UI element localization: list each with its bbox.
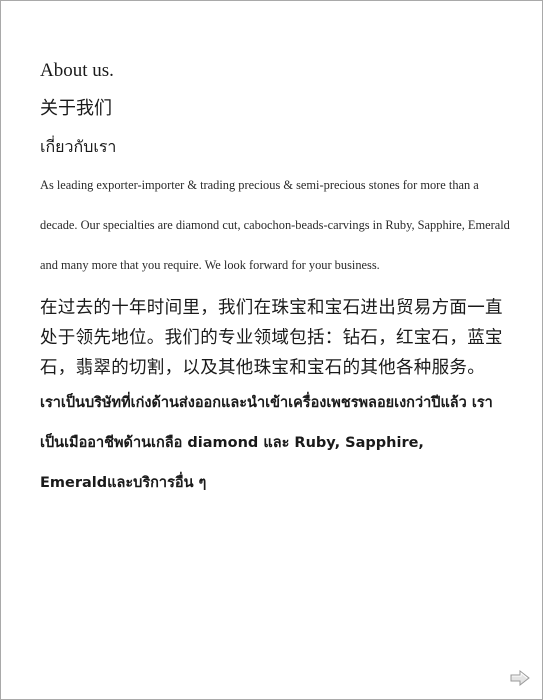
about-paragraph-chinese: 在过去的十年时间里，我们在珠宝和宝石进出贸易方面一直处于领先地位。我们的专业领域… (40, 298, 503, 378)
page-title-english: About us. (40, 60, 114, 81)
next-arrow-icon[interactable] (510, 669, 530, 687)
next-arrow-icon-graphic (510, 669, 530, 687)
about-paragraph-thai: เราเป็นบริษัทที่เก่งด้านส่งออกและนำเข้าเ… (40, 395, 493, 491)
page-title-thai: เกี่ยวกับเรา (40, 137, 117, 156)
about-section: About us. 关于我们 เกี่ยวกับเรา As leading e… (40, 57, 510, 503)
about-paragraph-english: As leading exporter-importer & trading p… (40, 178, 510, 272)
page-title-chinese: 关于我们 (40, 98, 112, 119)
